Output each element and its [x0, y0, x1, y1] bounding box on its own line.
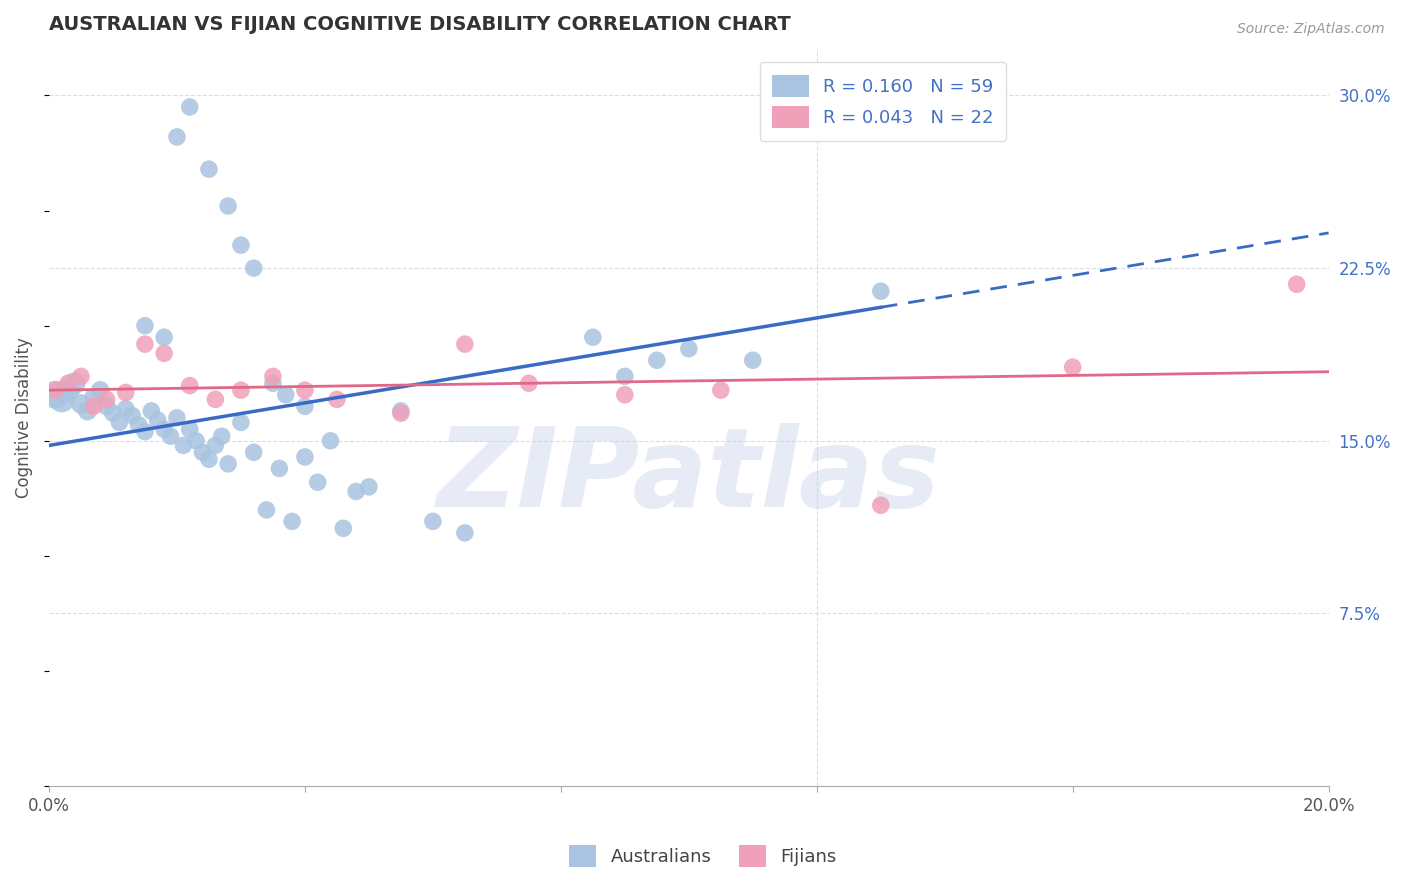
Point — [229, 238, 252, 252]
Point — [307, 475, 329, 490]
Point — [83, 390, 105, 404]
Point — [166, 130, 188, 145]
Point — [134, 318, 156, 333]
Point — [1062, 360, 1084, 375]
Point — [108, 416, 131, 430]
Point — [422, 515, 444, 529]
Point — [741, 353, 763, 368]
Point — [613, 369, 636, 384]
Point — [294, 450, 316, 464]
Point — [281, 515, 304, 529]
Point — [128, 417, 150, 432]
Point — [96, 399, 118, 413]
Text: Source: ZipAtlas.com: Source: ZipAtlas.com — [1237, 22, 1385, 37]
Point — [179, 378, 201, 392]
Point — [229, 416, 252, 430]
Point — [166, 410, 188, 425]
Point — [454, 525, 477, 540]
Point — [44, 388, 66, 402]
Point — [869, 284, 891, 298]
Point — [89, 383, 111, 397]
Point — [159, 429, 181, 443]
Point — [242, 261, 264, 276]
Point — [56, 383, 79, 397]
Point — [51, 392, 73, 407]
Point — [184, 434, 207, 448]
Point — [217, 457, 239, 471]
Legend: Australians, Fijians: Australians, Fijians — [562, 838, 844, 874]
Point — [134, 337, 156, 351]
Point — [56, 376, 79, 391]
Point — [869, 498, 891, 512]
Point — [114, 385, 136, 400]
Point — [678, 342, 700, 356]
Point — [229, 383, 252, 397]
Text: AUSTRALIAN VS FIJIAN COGNITIVE DISABILITY CORRELATION CHART: AUSTRALIAN VS FIJIAN COGNITIVE DISABILIT… — [49, 15, 790, 34]
Point — [114, 401, 136, 416]
Point — [262, 376, 284, 391]
Point — [319, 434, 342, 448]
Point — [517, 376, 540, 391]
Point — [101, 406, 124, 420]
Point — [179, 422, 201, 436]
Point — [613, 388, 636, 402]
Point — [121, 409, 143, 423]
Point — [153, 422, 176, 436]
Point — [256, 503, 278, 517]
Text: ZIPatlas: ZIPatlas — [437, 423, 941, 530]
Point — [146, 413, 169, 427]
Point — [242, 445, 264, 459]
Point — [645, 353, 668, 368]
Point — [389, 406, 412, 420]
Point — [454, 337, 477, 351]
Point — [1285, 277, 1308, 292]
Point — [96, 392, 118, 407]
Point — [262, 369, 284, 384]
Point — [269, 461, 291, 475]
Point — [217, 199, 239, 213]
Point — [63, 376, 86, 391]
Point — [153, 330, 176, 344]
Point — [389, 404, 412, 418]
Point — [294, 383, 316, 397]
Point — [357, 480, 380, 494]
Point — [153, 346, 176, 360]
Point — [70, 397, 93, 411]
Point — [204, 438, 226, 452]
Point — [141, 404, 163, 418]
Point — [274, 388, 297, 402]
Legend: R = 0.160   N = 59, R = 0.043   N = 22: R = 0.160 N = 59, R = 0.043 N = 22 — [759, 62, 1007, 141]
Point — [44, 383, 66, 397]
Point — [134, 425, 156, 439]
Point — [332, 521, 354, 535]
Point — [172, 438, 194, 452]
Point — [198, 162, 221, 177]
Point — [191, 445, 214, 459]
Point — [344, 484, 367, 499]
Point — [204, 392, 226, 407]
Point — [294, 399, 316, 413]
Point — [710, 383, 733, 397]
Y-axis label: Cognitive Disability: Cognitive Disability — [15, 337, 32, 499]
Point — [198, 452, 221, 467]
Point — [582, 330, 605, 344]
Point — [326, 392, 349, 407]
Point — [70, 369, 93, 384]
Point — [179, 100, 201, 114]
Point — [211, 429, 233, 443]
Point — [76, 404, 98, 418]
Point — [83, 399, 105, 413]
